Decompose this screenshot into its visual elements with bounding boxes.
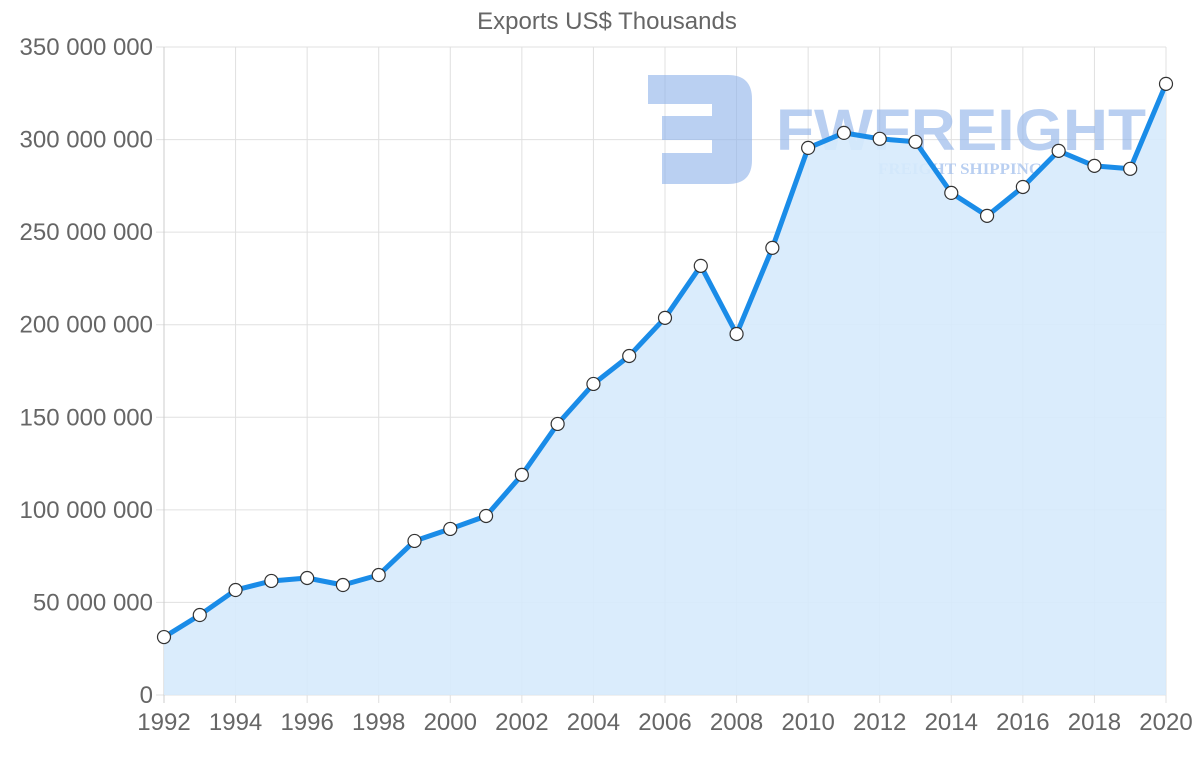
data-point-markers	[156, 76, 1174, 645]
x-tick-label: 2016	[996, 709, 1049, 736]
x-tick-label: 2000	[424, 709, 477, 736]
x-tick-label: 2018	[1068, 709, 1121, 736]
data-point-2005[interactable]	[622, 348, 637, 364]
y-axis-tick-labels: 0 50 000 000 100 000 000 150 000 000 200 000…	[20, 34, 153, 709]
x-tick-label: 2002	[495, 709, 548, 736]
data-point-2015[interactable]	[979, 208, 995, 223]
y-tick-label: 200 000 000	[20, 312, 153, 339]
data-point-2006[interactable]	[657, 310, 673, 325]
data-point-2018[interactable]	[1087, 158, 1102, 173]
x-tick-label: 1994	[209, 709, 262, 736]
data-point-2011[interactable]	[836, 125, 852, 141]
data-point-1999[interactable]	[407, 533, 422, 549]
y-tick-label: 250 000 000	[20, 219, 153, 246]
data-point-2001[interactable]	[478, 508, 494, 524]
y-tick-label: 150 000 000	[20, 404, 153, 431]
y-tick-label: 300 000 000	[20, 127, 153, 154]
chart-title: Exports US$ Thousands	[477, 8, 737, 35]
x-tick-label: 2006	[638, 709, 691, 736]
data-point-2008[interactable]	[729, 326, 744, 342]
data-point-2016[interactable]	[1015, 179, 1030, 195]
data-point-1997[interactable]	[335, 577, 351, 593]
data-point-1995[interactable]	[264, 573, 279, 589]
x-tick-label: 2014	[925, 709, 978, 736]
data-point-1996[interactable]	[300, 570, 315, 586]
data-point-1994[interactable]	[228, 582, 243, 598]
data-point-2013[interactable]	[908, 134, 923, 149]
data-point-1993[interactable]	[192, 607, 207, 623]
data-point-2007[interactable]	[693, 258, 708, 273]
data-point-2017[interactable]	[1051, 143, 1066, 158]
data-point-2002[interactable]	[514, 467, 529, 482]
data-point-2014[interactable]	[944, 185, 959, 200]
y-tick-label: 50 000 000	[33, 589, 153, 616]
x-tick-label: 2008	[710, 709, 763, 736]
x-tick-label: 2010	[781, 709, 834, 736]
data-point-1998[interactable]	[371, 567, 386, 583]
data-point-2003[interactable]	[550, 416, 565, 432]
x-tick-label: 2020	[1139, 709, 1192, 736]
data-point-2009[interactable]	[765, 240, 780, 255]
x-axis-tick-labels: 1992 1994 1996 1998 2000 2002 2004 2006 2008 2010…	[137, 709, 1192, 736]
data-point-2010[interactable]	[801, 140, 816, 156]
data-point-2012[interactable]	[872, 131, 887, 146]
x-tick-label: 1996	[280, 709, 333, 736]
data-point-2020[interactable]	[1158, 76, 1174, 91]
logo-mark-icon	[648, 75, 752, 184]
y-tick-label: 350 000 000	[20, 34, 153, 61]
x-tick-label: 1992	[137, 709, 190, 736]
y-tick-label: 0	[140, 682, 153, 709]
x-tick-label: 1998	[352, 709, 405, 736]
data-point-1992[interactable]	[156, 629, 172, 645]
y-tick-label: 100 000 000	[20, 497, 153, 524]
data-point-2019[interactable]	[1123, 161, 1138, 176]
x-tick-label: 2004	[567, 709, 620, 736]
x-tick-label: 2012	[853, 709, 906, 736]
data-point-2000[interactable]	[443, 521, 458, 537]
data-point-2004[interactable]	[586, 376, 601, 392]
